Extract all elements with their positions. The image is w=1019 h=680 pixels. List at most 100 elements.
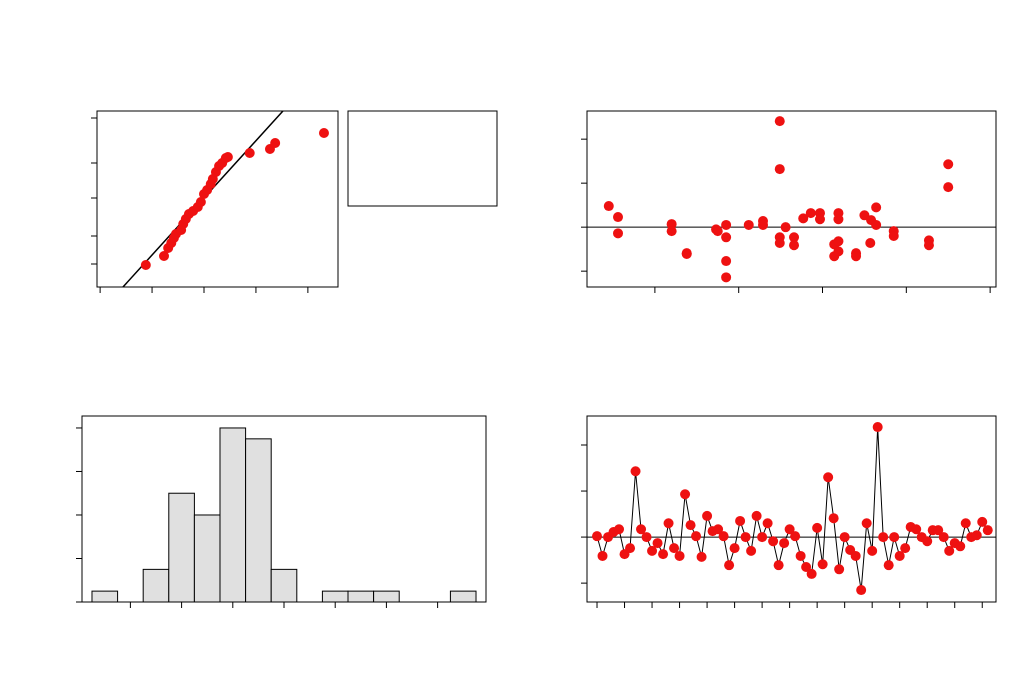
point (805, 208, 816, 219)
point (971, 530, 982, 541)
point (159, 251, 170, 261)
point (666, 219, 677, 230)
bar (219, 427, 247, 603)
point (669, 543, 680, 554)
point (795, 550, 806, 561)
point (613, 228, 624, 239)
point (933, 525, 944, 536)
point (977, 516, 988, 527)
point (960, 518, 971, 529)
point (839, 532, 850, 543)
point (758, 219, 769, 230)
plot-frame (96, 110, 339, 288)
plot-frame (586, 415, 997, 603)
point (944, 545, 955, 556)
point (872, 422, 883, 433)
point (592, 531, 603, 542)
point (833, 214, 844, 225)
point (865, 238, 876, 248)
point (923, 240, 934, 251)
point (691, 531, 702, 542)
point (746, 545, 757, 556)
point (674, 550, 685, 561)
point (614, 524, 625, 535)
point (871, 202, 882, 213)
point (814, 214, 825, 225)
point (856, 585, 867, 596)
bar (168, 492, 195, 603)
bar (91, 590, 119, 603)
point (779, 538, 790, 549)
point (911, 524, 922, 535)
point (955, 541, 966, 552)
point (774, 164, 785, 175)
point (702, 510, 713, 521)
point (774, 238, 785, 248)
point (938, 532, 949, 543)
point (613, 212, 624, 223)
point (801, 562, 812, 573)
point (636, 524, 647, 535)
point (871, 219, 882, 230)
bar (373, 590, 400, 603)
point (894, 550, 905, 561)
point (681, 249, 692, 259)
bar (347, 590, 375, 603)
point (943, 159, 954, 170)
point (780, 222, 791, 233)
point (850, 550, 861, 561)
point (889, 532, 900, 543)
point (817, 559, 828, 570)
point (680, 489, 691, 500)
point (641, 532, 652, 543)
point (244, 148, 255, 158)
point (861, 518, 872, 529)
point (597, 550, 608, 561)
point (729, 543, 740, 554)
point (784, 524, 795, 535)
bar (142, 568, 170, 603)
point (883, 560, 894, 571)
point (867, 545, 878, 556)
point (833, 236, 844, 247)
point (789, 240, 800, 251)
point (712, 226, 723, 237)
point (773, 560, 784, 571)
point (878, 532, 889, 543)
point (982, 525, 993, 536)
residual-line (596, 427, 989, 591)
point (718, 531, 729, 542)
point (823, 472, 834, 483)
point (735, 515, 746, 526)
point (774, 116, 785, 127)
point (647, 545, 658, 556)
point (757, 532, 768, 543)
point (721, 272, 732, 283)
point (851, 251, 862, 262)
point (222, 152, 233, 162)
point (721, 232, 732, 243)
point (652, 538, 663, 549)
point (900, 543, 911, 554)
point (666, 226, 677, 237)
point (195, 197, 206, 207)
point (740, 532, 751, 543)
point (721, 256, 732, 267)
plot-frame (586, 110, 997, 288)
point (625, 543, 636, 554)
bar (245, 438, 272, 603)
point (318, 128, 329, 138)
point (790, 531, 801, 542)
point (943, 182, 954, 193)
point (768, 536, 779, 547)
point (812, 522, 823, 533)
point (663, 518, 674, 529)
point (806, 568, 817, 579)
legend-box (347, 110, 498, 207)
point (833, 246, 844, 257)
point (696, 551, 707, 562)
point (743, 219, 754, 230)
bar (270, 568, 298, 603)
point (630, 466, 641, 477)
